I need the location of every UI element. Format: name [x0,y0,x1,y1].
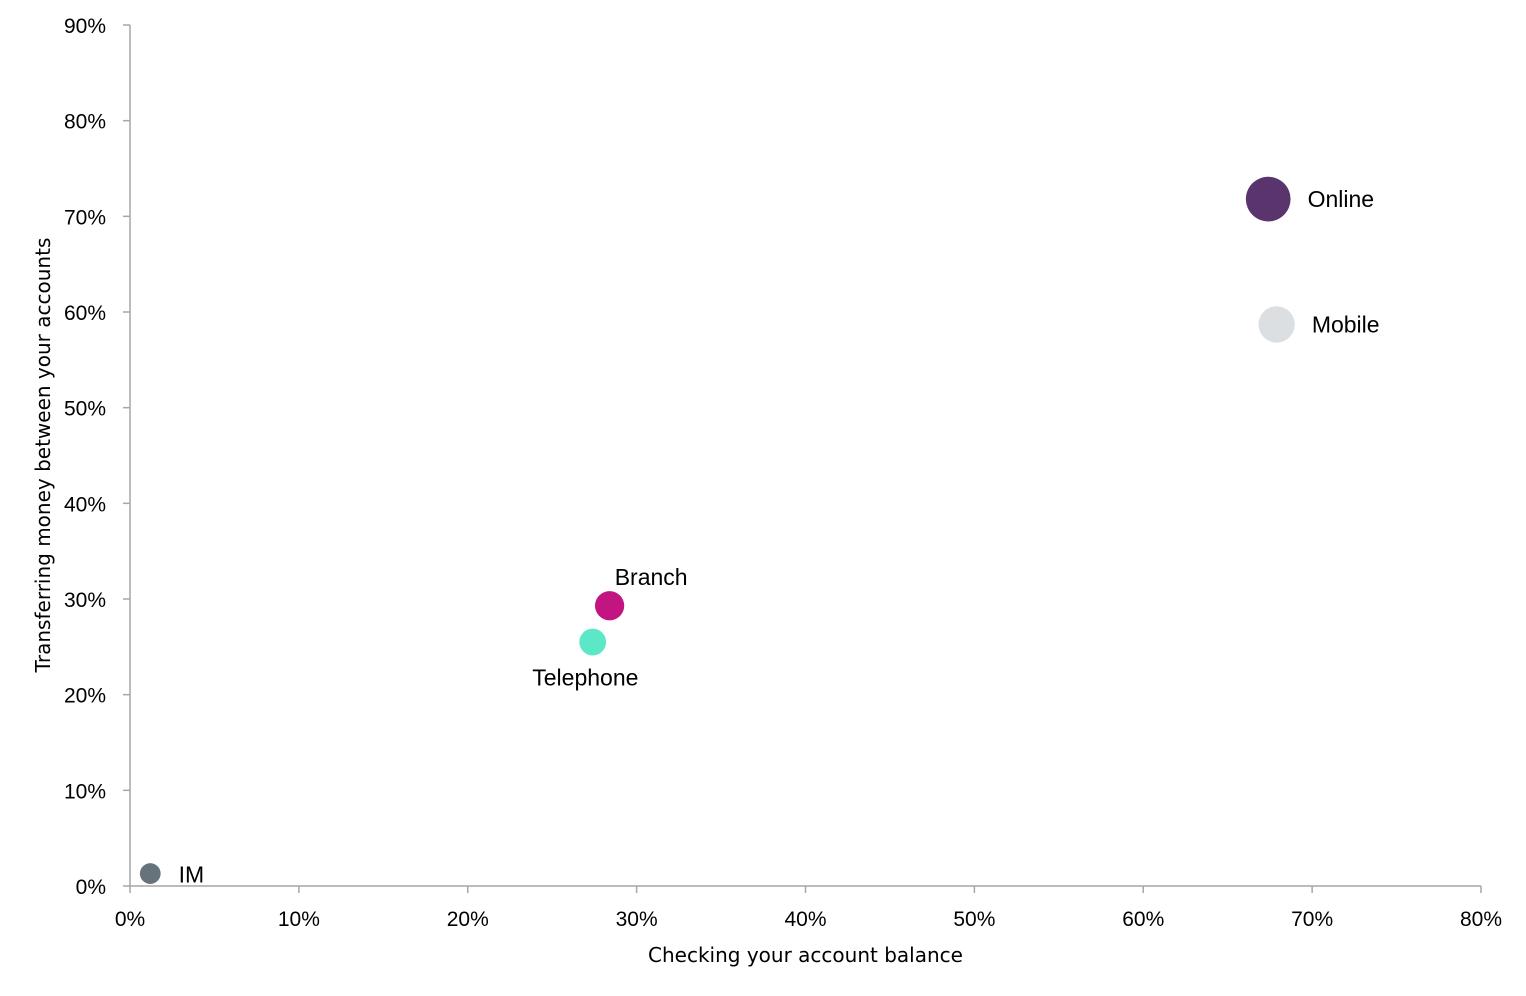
axes: 0% 10% 20% 30% 40% 50% 60% 70% 80% 0% 10% 20% 30% 40… [64,15,1502,931]
y-tick-label: 50% [64,398,106,421]
y-tick-label: 40% [64,493,106,516]
x-axis-title: Checking your account balance [648,943,963,967]
x-tick-label: 70% [1291,908,1333,931]
bubble-online [1245,176,1291,222]
y-axis-ticks: 0% 10% 20% 30% 40% 50% 60% 70% 80% 90% [64,15,130,899]
y-tick-label: 10% [64,780,106,803]
x-tick-label: 20% [447,908,489,931]
bubble-mobile [1258,306,1295,343]
y-tick-label: 30% [64,589,106,612]
x-tick-label: 30% [616,908,658,931]
y-tick-label: 90% [64,15,106,38]
bubble-branch [594,591,625,621]
bubbles [139,176,1295,884]
x-tick-label: 40% [784,908,826,931]
bubble-label-online: Online [1308,186,1374,212]
bubble-im [139,863,161,884]
y-tick-label: 60% [64,302,106,325]
y-tick-label: 70% [64,206,106,229]
bubble-label-mobile: Mobile [1312,311,1380,337]
bubble-telephone [579,628,607,656]
bubble-label-im: IM [179,862,205,888]
y-tick-label: 80% [64,111,106,134]
x-axis-ticks: 0% 10% 20% 30% 40% 50% 60% 70% 80% [115,886,1502,931]
bubble-label-telephone: Telephone [532,664,638,690]
bubble-labels: Online Mobile Branch Telephone IM [179,186,1380,887]
x-tick-label: 0% [115,908,145,931]
x-tick-label: 10% [278,908,320,931]
bubble-label-branch: Branch [615,564,688,590]
y-tick-label: 0% [76,876,106,899]
x-tick-label: 60% [1122,908,1164,931]
y-tick-label: 20% [64,685,106,708]
x-tick-label: 50% [953,908,995,931]
y-axis-title: Transferring money between your accounts [31,238,55,674]
x-tick-label: 80% [1460,908,1502,931]
